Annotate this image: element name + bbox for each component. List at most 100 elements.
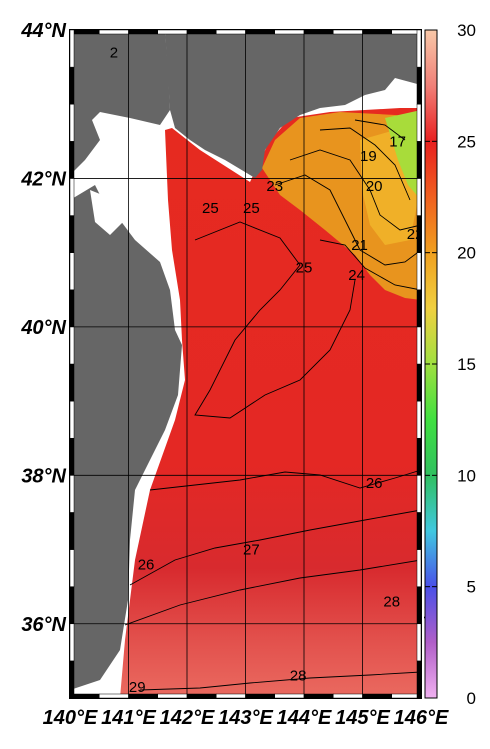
contour-label: 28 bbox=[383, 594, 400, 611]
frame-tick bbox=[274, 29, 305, 35]
frame-tick bbox=[157, 693, 188, 699]
land-peninsula bbox=[90, 190, 125, 235]
graticule bbox=[70, 30, 421, 698]
frame-tick bbox=[245, 29, 275, 35]
frame-tick bbox=[416, 289, 422, 328]
frame-tick bbox=[69, 400, 75, 439]
frame-tick bbox=[416, 586, 422, 625]
contour-label: 2 bbox=[110, 44, 118, 61]
contour-label: 24 bbox=[348, 267, 365, 284]
frame-tick bbox=[416, 141, 422, 179]
frame-tick bbox=[416, 66, 422, 105]
longitude-label: 145°E bbox=[335, 707, 390, 729]
frame-tick bbox=[99, 693, 129, 699]
frame-tick bbox=[157, 29, 188, 35]
colorbar-tick-label: 0 bbox=[467, 689, 476, 708]
colorbar-tick-label: 25 bbox=[457, 132, 476, 151]
frame-tick bbox=[416, 660, 422, 699]
colorbar-tick-label: 5 bbox=[467, 578, 476, 597]
longitude-label: 142°E bbox=[160, 707, 215, 729]
longitude-label: 140°E bbox=[43, 707, 98, 729]
frame-tick bbox=[416, 215, 422, 253]
frame-tick bbox=[69, 586, 75, 625]
frame-tick bbox=[69, 29, 100, 35]
frame-tick bbox=[69, 475, 75, 513]
contour-label: 25 bbox=[243, 200, 260, 217]
frame-tick bbox=[416, 623, 422, 662]
frame-tick bbox=[416, 363, 422, 402]
colorbar-tick-label: 10 bbox=[457, 466, 476, 485]
green-patch bbox=[385, 110, 421, 200]
frame-tick bbox=[391, 693, 422, 699]
longitude-label: 146°E bbox=[394, 707, 449, 729]
frame-tick bbox=[216, 29, 246, 35]
frame-tick bbox=[69, 437, 75, 476]
frame-tick bbox=[69, 289, 75, 328]
land-inlet bbox=[122, 135, 160, 180]
frame-tick bbox=[416, 326, 422, 365]
latitude-label: 40°N bbox=[20, 317, 66, 339]
frame-tick bbox=[69, 363, 75, 402]
contour-label: 25 bbox=[296, 260, 313, 277]
longitude-labels: 140°E 141°E 142°E 143°E 144°E 145°E 146°E bbox=[43, 707, 449, 729]
frame-tick bbox=[416, 475, 422, 513]
latitude-label: 42°N bbox=[20, 168, 66, 190]
contour-label: 26 bbox=[138, 556, 155, 573]
contour-label: 28 bbox=[290, 668, 307, 685]
contour-label: 23 bbox=[266, 178, 283, 195]
frame-tick bbox=[69, 512, 75, 550]
frame-tick bbox=[69, 66, 75, 105]
colorbar-tick-label: 30 bbox=[457, 21, 476, 40]
contour-label: 29 bbox=[129, 679, 146, 696]
longitude-label: 141°E bbox=[101, 707, 156, 729]
frame-tick bbox=[416, 252, 422, 291]
frame-tick bbox=[303, 29, 334, 35]
frame-tick bbox=[416, 178, 422, 216]
land-hokkaido bbox=[165, 30, 421, 178]
frame-tick bbox=[416, 512, 422, 550]
frame-tick bbox=[69, 693, 100, 699]
land-honshu bbox=[70, 30, 170, 175]
frame-tick bbox=[416, 103, 422, 142]
frame-tick bbox=[186, 29, 217, 35]
frame-tick bbox=[69, 252, 75, 291]
contour-label: 17 bbox=[389, 133, 406, 150]
frame-tick bbox=[69, 178, 75, 216]
frame-tick bbox=[362, 693, 392, 699]
latitude-label: 36°N bbox=[21, 614, 66, 636]
frame-tick bbox=[303, 693, 334, 699]
sst-field bbox=[120, 108, 421, 698]
latitude-labels: 44°N 42°N 40°N 38°N 36°N bbox=[20, 20, 66, 636]
contour-label: 21 bbox=[351, 237, 368, 254]
contour-label: 26 bbox=[366, 475, 383, 492]
contour-label: 27 bbox=[243, 542, 260, 559]
colorbar-tick-label: 20 bbox=[457, 244, 476, 263]
frame-tick bbox=[362, 29, 392, 35]
latitude-label: 38°N bbox=[21, 465, 66, 487]
frame-tick bbox=[416, 29, 422, 68]
frame-tick bbox=[69, 660, 75, 699]
frame-tick bbox=[416, 400, 422, 439]
frame-tick bbox=[333, 29, 363, 35]
contour-lines bbox=[124, 119, 421, 691]
frame-tick bbox=[69, 549, 75, 587]
colorbar-ticks: 0 5 10 15 20 25 30 bbox=[425, 21, 476, 708]
contour-label: 20 bbox=[366, 178, 383, 195]
colorbar-tick-label: 15 bbox=[457, 355, 476, 374]
frame-tick bbox=[128, 693, 158, 699]
longitude-label: 144°E bbox=[277, 707, 332, 729]
contour-label: 25 bbox=[202, 200, 219, 217]
frame-tick bbox=[186, 693, 217, 699]
latitude-label: 44°N bbox=[20, 20, 66, 42]
frame-tick bbox=[69, 141, 75, 179]
frame-tick bbox=[245, 693, 275, 699]
frame-tick bbox=[69, 326, 75, 365]
frame-tick bbox=[69, 215, 75, 253]
frame-tick bbox=[274, 693, 305, 699]
longitude-label: 143°E bbox=[218, 707, 273, 729]
frame-tick bbox=[391, 29, 422, 35]
frame-tick bbox=[69, 103, 75, 142]
